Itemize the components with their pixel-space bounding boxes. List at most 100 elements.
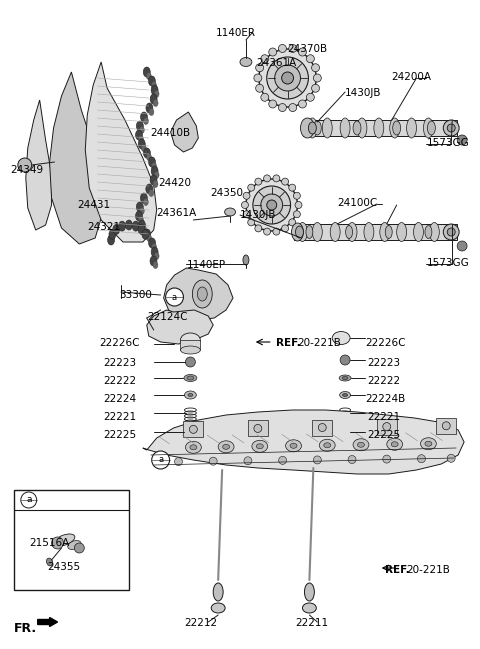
Text: 24350: 24350 [210, 188, 243, 198]
Ellipse shape [190, 445, 197, 450]
Text: 22226C: 22226C [99, 338, 140, 348]
Ellipse shape [254, 424, 262, 432]
Bar [312, 419, 332, 435]
Text: 22225: 22225 [367, 430, 400, 440]
Ellipse shape [312, 84, 320, 92]
Ellipse shape [188, 393, 193, 397]
Ellipse shape [278, 44, 287, 53]
Ellipse shape [374, 118, 384, 138]
Ellipse shape [267, 200, 276, 210]
Ellipse shape [138, 136, 144, 143]
Text: 22212: 22212 [184, 618, 217, 628]
Text: 22224B: 22224B [365, 394, 405, 404]
Ellipse shape [142, 225, 146, 232]
Ellipse shape [135, 211, 143, 221]
Ellipse shape [150, 175, 157, 185]
Ellipse shape [243, 211, 250, 217]
Ellipse shape [269, 100, 276, 108]
Circle shape [418, 455, 425, 463]
Ellipse shape [190, 425, 197, 434]
Ellipse shape [332, 332, 350, 345]
Ellipse shape [225, 208, 236, 216]
Ellipse shape [289, 44, 297, 53]
Circle shape [279, 456, 287, 464]
Ellipse shape [443, 224, 459, 240]
Ellipse shape [319, 439, 335, 451]
Ellipse shape [289, 219, 296, 226]
Ellipse shape [144, 199, 148, 206]
Ellipse shape [261, 93, 269, 101]
Ellipse shape [132, 221, 139, 231]
Ellipse shape [223, 445, 229, 449]
Text: 33300: 33300 [119, 290, 152, 300]
Ellipse shape [278, 104, 287, 112]
Bar [377, 419, 396, 435]
Ellipse shape [290, 443, 297, 448]
Ellipse shape [442, 422, 450, 430]
Ellipse shape [141, 145, 146, 151]
Ellipse shape [153, 180, 158, 188]
Ellipse shape [296, 226, 303, 238]
Ellipse shape [264, 228, 271, 235]
Ellipse shape [138, 225, 145, 234]
Text: 1140EP: 1140EP [186, 260, 226, 270]
Ellipse shape [144, 67, 150, 77]
Ellipse shape [286, 440, 301, 452]
Ellipse shape [261, 194, 283, 216]
Ellipse shape [144, 148, 150, 158]
Ellipse shape [136, 202, 143, 212]
Bar [180, 340, 200, 350]
Ellipse shape [146, 234, 152, 241]
Ellipse shape [339, 375, 351, 381]
Ellipse shape [256, 84, 264, 92]
Circle shape [166, 288, 183, 306]
Ellipse shape [138, 220, 145, 230]
Polygon shape [26, 100, 51, 230]
Bar [183, 421, 204, 437]
Bar [14, 490, 129, 590]
Ellipse shape [309, 122, 316, 134]
Ellipse shape [149, 108, 154, 116]
Ellipse shape [425, 441, 432, 447]
Ellipse shape [253, 186, 290, 224]
Text: 22221: 22221 [367, 412, 400, 422]
Ellipse shape [148, 157, 156, 167]
Ellipse shape [267, 57, 309, 99]
Circle shape [313, 456, 321, 464]
Circle shape [21, 492, 36, 508]
Ellipse shape [269, 48, 276, 56]
Ellipse shape [192, 280, 212, 308]
Ellipse shape [347, 223, 357, 241]
Ellipse shape [185, 441, 201, 453]
Ellipse shape [180, 333, 200, 347]
Ellipse shape [261, 55, 269, 63]
Ellipse shape [353, 439, 369, 451]
Polygon shape [85, 62, 156, 242]
Ellipse shape [341, 430, 349, 434]
Ellipse shape [149, 238, 156, 248]
Ellipse shape [184, 374, 197, 382]
Ellipse shape [322, 118, 332, 138]
Ellipse shape [299, 100, 306, 108]
Ellipse shape [295, 201, 302, 208]
Ellipse shape [154, 171, 159, 178]
Text: REF.: REF. [276, 338, 300, 348]
Ellipse shape [184, 391, 196, 399]
Ellipse shape [313, 74, 321, 82]
Ellipse shape [396, 223, 407, 241]
Ellipse shape [282, 225, 288, 232]
Ellipse shape [312, 64, 320, 72]
Ellipse shape [243, 255, 249, 265]
Text: REF.: REF. [385, 565, 409, 575]
Ellipse shape [353, 121, 361, 135]
Ellipse shape [387, 438, 403, 450]
FancyArrow shape [38, 617, 58, 626]
Circle shape [185, 357, 195, 367]
Text: 22226C: 22226C [365, 338, 406, 348]
Circle shape [209, 457, 217, 465]
Ellipse shape [430, 223, 439, 241]
Text: 22124C: 22124C [147, 312, 187, 322]
Bar [294, 224, 457, 240]
Circle shape [244, 457, 252, 465]
Ellipse shape [252, 440, 268, 452]
